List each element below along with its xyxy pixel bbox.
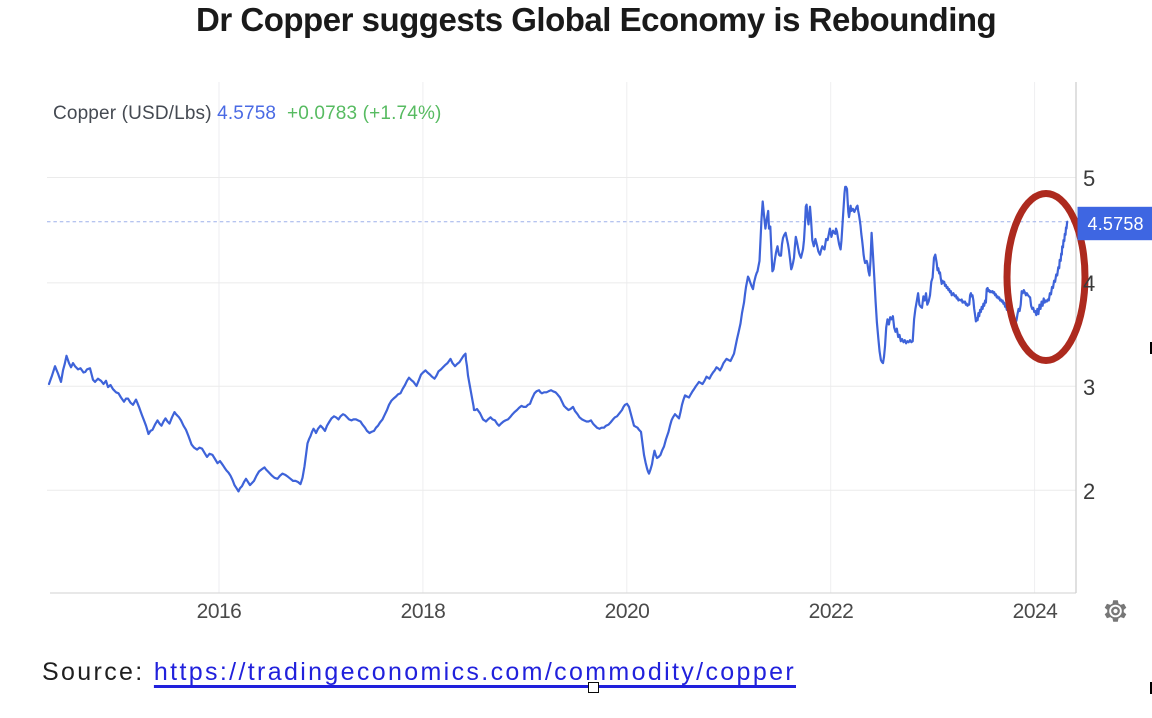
svg-text:4.5758: 4.5758 xyxy=(1088,214,1144,234)
